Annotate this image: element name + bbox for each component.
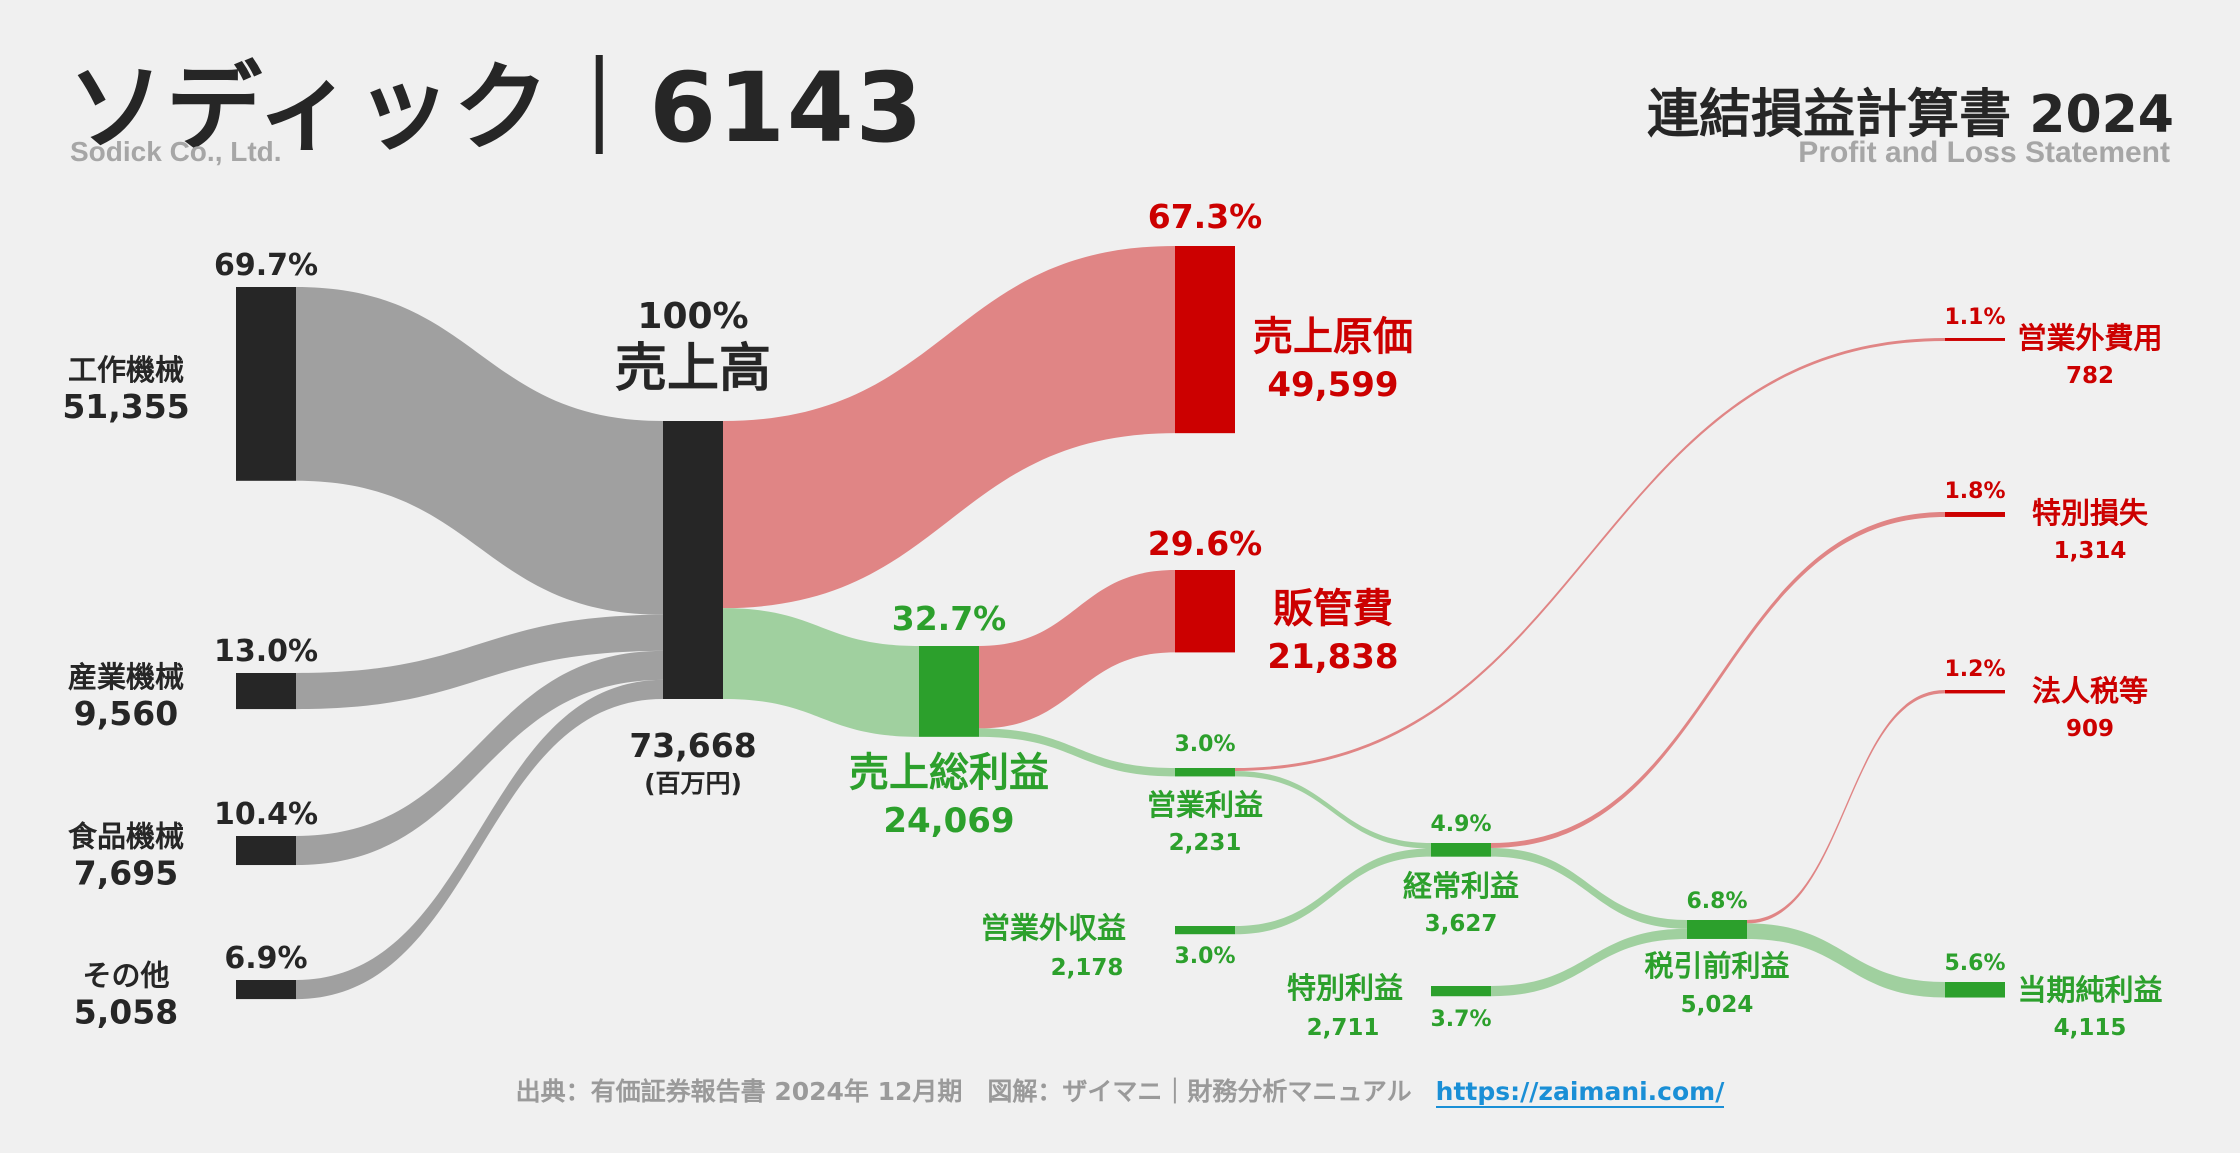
company-title: ソディック｜6143 (68, 52, 925, 164)
gross-profit-name: 売上総利益 (849, 750, 1049, 796)
segment-flow-3 (296, 679, 663, 1000)
segment-pct-1: 13.0% (214, 634, 318, 669)
non-operating-income-name: 営業外収益 (981, 911, 1126, 945)
company-name-en: Sodick Co., Ltd. (70, 136, 282, 167)
statement-title-en: Profit and Loss Statement (1798, 136, 2170, 169)
gross-profit-value: 24,069 (883, 801, 1014, 841)
non-operating-expenses-flow (1235, 338, 1945, 771)
ordinary-to-pretax-flow (1491, 847, 1687, 929)
income-taxes-value: 909 (2066, 716, 2114, 742)
sga-pct: 29.6% (1148, 524, 1263, 563)
revenue-bar (663, 421, 723, 699)
segment-value-1: 9,560 (74, 694, 178, 733)
gross-profit-pct: 32.7% (892, 599, 1007, 638)
sga-flow (979, 570, 1175, 729)
operating-profit-flow (979, 728, 1175, 777)
extraordinary-losses-pct: 1.8% (1944, 479, 2005, 504)
segment-bar-0 (236, 287, 296, 481)
income-taxes-bar (1945, 690, 2005, 694)
segment-flow-1 (296, 614, 663, 710)
operating-to-ordinary-flow (1235, 770, 1431, 849)
net-profit-value: 4,115 (2054, 1015, 2127, 1041)
revenue-unit: (百万円) (644, 769, 742, 798)
segment-bar-2 (236, 836, 296, 866)
net-profit-bar (1945, 982, 2005, 998)
cost-of-sales-flow (723, 246, 1175, 609)
segment-name-1: 産業機械 (68, 660, 184, 694)
cost-of-sales-value: 49,599 (1267, 365, 1398, 405)
segment-value-0: 51,355 (62, 387, 189, 426)
pretax-profit-bar (1687, 920, 1747, 939)
revenue-name: 売上高 (615, 339, 771, 399)
revenue-pct: 100% (637, 296, 748, 337)
sga-bar (1175, 570, 1235, 653)
segment-bar-1 (236, 673, 296, 710)
cost-of-sales-pct: 67.3% (1148, 197, 1263, 236)
non-operating-income-bar (1175, 926, 1235, 935)
gross-profit-bar (919, 646, 979, 737)
source-note: 出典：有価証券報告書 2024年 12月期 図解：ザイマニ｜財務分析マニュアル (515, 1077, 1412, 1106)
extraordinary-income-value: 2,711 (1307, 1015, 1380, 1041)
ordinary-profit-bar (1431, 843, 1491, 857)
extraordinary-losses-bar (1945, 512, 2005, 517)
operating-profit-name: 営業利益 (1147, 788, 1263, 822)
segment-name-2: 食品機械 (68, 820, 184, 854)
segment-name-3: その他 (82, 959, 169, 993)
segment-flow-2 (296, 650, 663, 866)
income-taxes-pct: 1.2% (1944, 657, 2005, 682)
income-taxes-name: 法人税等 (2032, 674, 2148, 708)
non-operating-income-value: 2,178 (1051, 955, 1124, 981)
segment-pct-3: 6.9% (224, 941, 307, 976)
operating-profit-pct: 3.0% (1174, 732, 1235, 757)
source-link[interactable]: https://zaimani.com/ (1435, 1077, 1725, 1108)
pretax-profit-name: 税引前利益 (1644, 949, 1789, 983)
extraordinary-income-pct: 3.7% (1430, 1007, 1491, 1032)
ordinary-profit-value: 3,627 (1425, 911, 1498, 937)
segment-flow-0 (296, 287, 663, 615)
segment-pct-0: 69.7% (214, 248, 318, 283)
extraordinary-income-bar (1431, 986, 1491, 997)
extraordinary-losses-flow (1491, 512, 1945, 848)
ordinary-profit-name: 経常利益 (1403, 869, 1519, 903)
revenue-value: 73,668 (629, 726, 756, 765)
segment-value-2: 7,695 (74, 854, 178, 893)
non-operating-expenses-value: 782 (2066, 363, 2114, 389)
ordinary-profit-pct: 4.9% (1430, 812, 1491, 837)
segment-name-0: 工作機械 (68, 353, 184, 387)
non-operating-expenses-pct: 1.1% (1944, 305, 2005, 330)
segment-bar-3 (236, 980, 296, 1000)
non-op-income-to-ordinary-flow (1235, 848, 1431, 935)
sga-name: 販管費 (1273, 586, 1393, 632)
net-profit-name: 当期純利益 (2017, 973, 2162, 1007)
extra-income-to-pretax-flow (1491, 928, 1687, 997)
footer: 出典：有価証券報告書 2024年 12月期 図解：ザイマニ｜財務分析マニュアル h… (0, 1072, 2240, 1108)
net-profit-pct: 5.6% (1944, 951, 2005, 976)
income-taxes-flow (1747, 690, 1945, 924)
non-operating-income-pct: 3.0% (1174, 944, 1235, 969)
segment-pct-2: 10.4% (214, 797, 318, 832)
pretax-profit-pct: 6.8% (1686, 889, 1747, 914)
non-operating-expenses-name: 営業外費用 (2017, 321, 2162, 355)
extraordinary-losses-value: 1,314 (2054, 538, 2127, 564)
segment-value-3: 5,058 (74, 993, 178, 1032)
extraordinary-income-name: 特別利益 (1287, 971, 1403, 1005)
net-profit-flow (1747, 923, 1945, 998)
non-operating-expenses-bar (1945, 338, 2005, 341)
operating-profit-value: 2,231 (1169, 830, 1242, 856)
cost-of-sales-bar (1175, 246, 1235, 434)
cost-of-sales-name: 売上原価 (1253, 314, 1413, 360)
statement-title: 連結損益計算書 2024 (1647, 85, 2174, 145)
sga-value: 21,838 (1267, 637, 1398, 677)
extraordinary-losses-name: 特別損失 (2032, 496, 2149, 530)
gross-profit-flow (723, 608, 919, 737)
operating-profit-bar (1175, 768, 1235, 777)
pretax-profit-value: 5,024 (1681, 992, 1754, 1018)
